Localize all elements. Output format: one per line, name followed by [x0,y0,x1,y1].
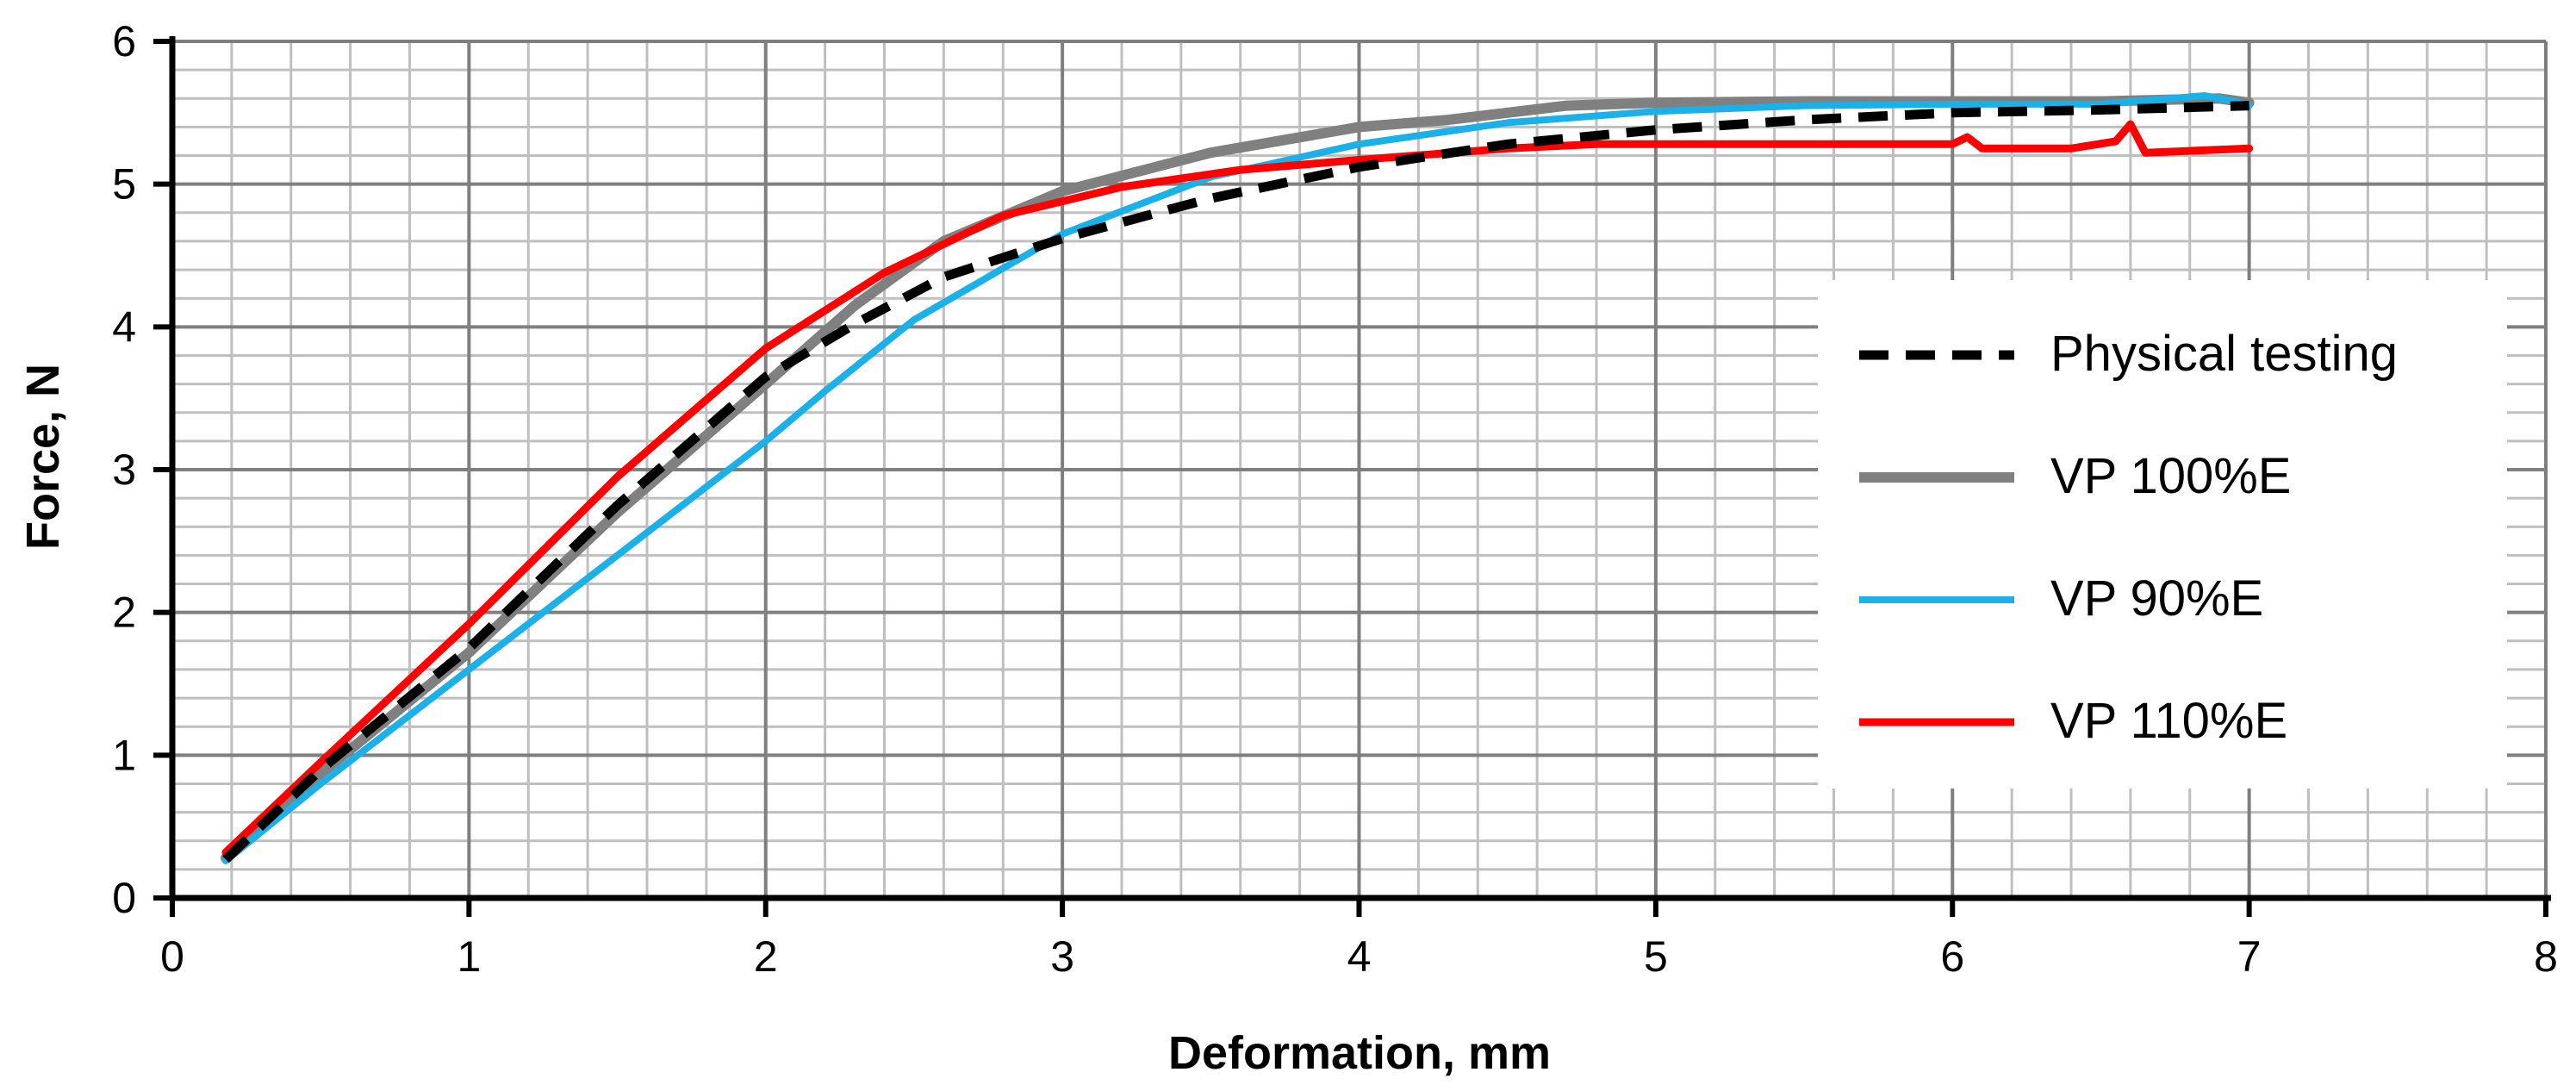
x-tick-label: 7 [2237,932,2262,981]
x-tick-label: 0 [160,932,184,981]
series-line-vp-110-e [221,120,2254,857]
tick-labels: 0 1 2 3 4 5 6 7 8 0 1 2 3 4 5 6 [112,17,2558,981]
y-tick-label: 6 [112,17,136,65]
x-tick-label: 6 [1940,932,1964,981]
x-tick-label: 1 [457,932,481,981]
x-tick-label: 4 [1347,932,1372,981]
y-axis-title: Force, N [17,364,69,550]
legend-label: VP 90%E [2050,570,2263,627]
x-tick-label: 8 [2534,932,2558,981]
series-line-vp-90-e [222,92,2253,864]
x-tick-label: 5 [1644,932,1668,981]
y-tick-label: 3 [112,446,136,494]
legend: Physical testing VP 100%E VP 90%E VP 110%E [1818,280,2507,789]
legend-label: VP 100%E [2050,448,2291,504]
series-line-physical-testing [222,101,2249,863]
y-tick-label: 2 [112,589,136,637]
x-axis-title: Deformation, mm [1168,1027,1551,1079]
y-tick-label: 0 [112,874,136,922]
x-tick-label: 2 [754,932,778,981]
y-tick-label: 4 [112,302,136,351]
legend-box [1818,280,2507,789]
axes [153,36,2551,917]
legend-label: VP 110%E [2050,693,2287,749]
y-tick-label: 5 [112,160,136,209]
series-lines [221,92,2255,864]
y-tick-label: 1 [112,731,136,779]
legend-label: Physical testing [2050,326,2398,382]
x-tick-label: 3 [1050,932,1074,981]
